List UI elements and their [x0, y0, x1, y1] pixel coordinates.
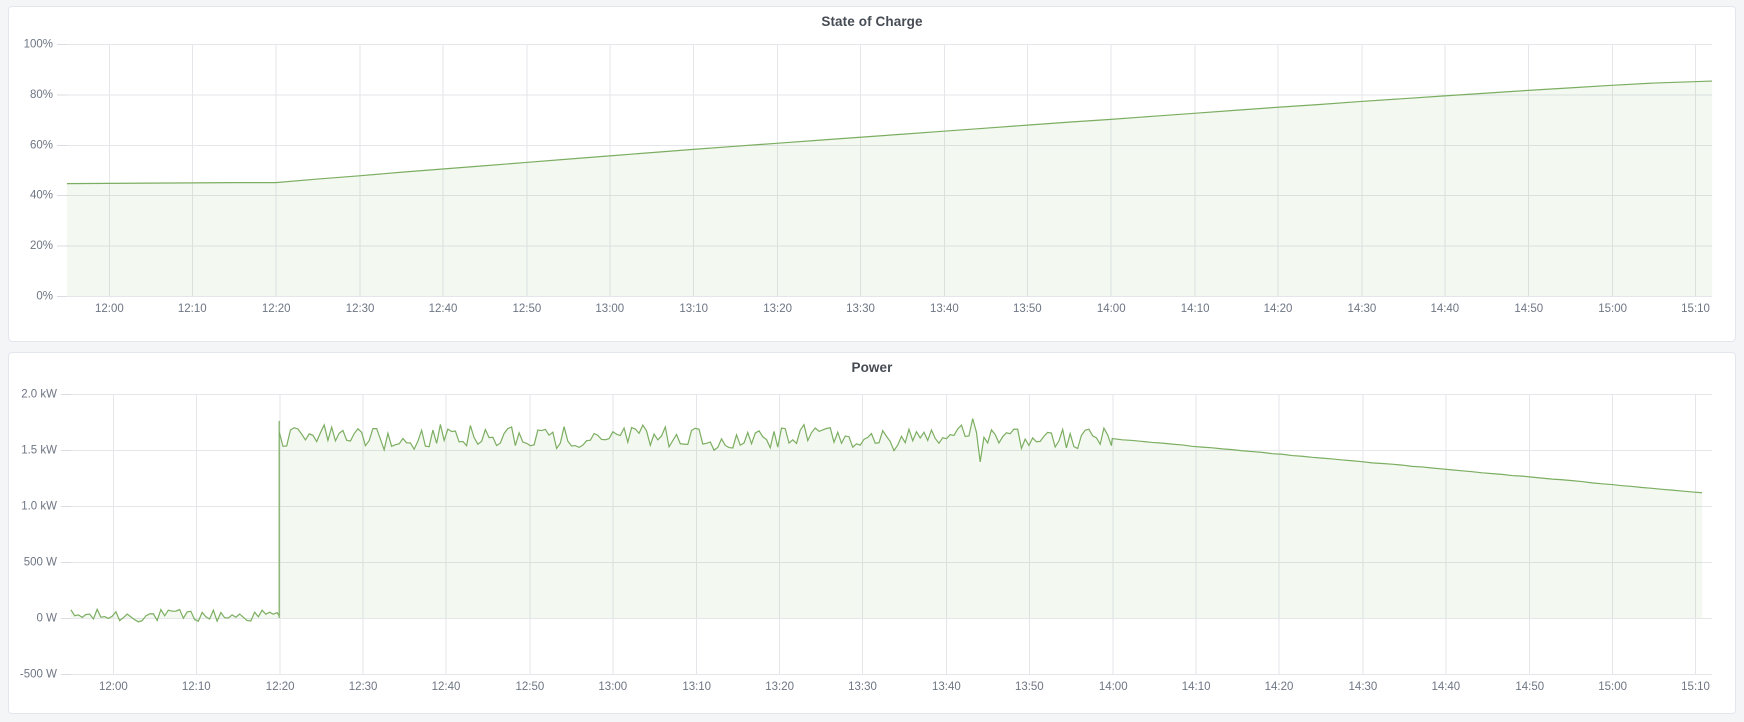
svg-text:20%: 20%: [30, 240, 53, 252]
svg-text:-500 W: -500 W: [20, 669, 57, 681]
svg-text:1.0 kW: 1.0 kW: [21, 501, 57, 513]
chart-power[interactable]: -500 W 0 W 500 W 1.0 kW 1.5 kW 2.0 kW 12:00 12:…: [9, 376, 1735, 706]
chart-state-of-charge[interactable]: 0% 20% 40% 60% 80% 100% 12:00 12:10 12:20 12:30 12…: [9, 30, 1735, 330]
svg-text:15:00: 15:00: [1598, 303, 1627, 315]
panel-state-of-charge: State of Charge 0% 20% 40% 60% 80% 100% 12:00 1…: [8, 6, 1736, 342]
svg-text:12:50: 12:50: [516, 681, 545, 693]
svg-text:12:00: 12:00: [99, 681, 128, 693]
svg-text:14:00: 14:00: [1097, 303, 1126, 315]
svg-text:12:20: 12:20: [266, 681, 295, 693]
svg-text:13:40: 13:40: [930, 303, 959, 315]
svg-text:13:10: 13:10: [682, 681, 711, 693]
panel-title-state-of-charge: State of Charge: [821, 14, 923, 29]
svg-text:13:00: 13:00: [595, 303, 624, 315]
svg-text:0 W: 0 W: [37, 613, 58, 625]
svg-text:13:20: 13:20: [763, 303, 792, 315]
svg-text:12:50: 12:50: [513, 303, 542, 315]
svg-text:13:10: 13:10: [679, 303, 708, 315]
svg-text:40%: 40%: [30, 190, 53, 202]
svg-text:12:30: 12:30: [346, 303, 375, 315]
svg-text:13:50: 13:50: [1015, 681, 1044, 693]
svg-text:13:00: 13:00: [598, 681, 627, 693]
svg-text:14:20: 14:20: [1264, 303, 1293, 315]
svg-text:15:10: 15:10: [1681, 303, 1710, 315]
svg-text:100%: 100%: [24, 39, 53, 51]
svg-text:0%: 0%: [36, 291, 53, 303]
svg-text:12:40: 12:40: [429, 303, 458, 315]
svg-text:80%: 80%: [30, 89, 53, 101]
svg-text:12:10: 12:10: [182, 681, 211, 693]
svg-text:14:50: 14:50: [1515, 681, 1544, 693]
svg-text:13:40: 13:40: [932, 681, 961, 693]
svg-text:14:10: 14:10: [1181, 303, 1210, 315]
svg-text:12:00: 12:00: [95, 303, 124, 315]
svg-text:500 W: 500 W: [24, 557, 57, 569]
svg-text:13:30: 13:30: [848, 681, 877, 693]
svg-text:15:00: 15:00: [1598, 681, 1627, 693]
svg-text:14:20: 14:20: [1265, 681, 1294, 693]
svg-text:14:30: 14:30: [1348, 303, 1377, 315]
panel-title-power: Power: [851, 360, 893, 375]
svg-text:14:40: 14:40: [1431, 681, 1460, 693]
svg-text:1.5 kW: 1.5 kW: [21, 445, 57, 457]
svg-text:14:30: 14:30: [1349, 681, 1378, 693]
svg-text:12:20: 12:20: [262, 303, 291, 315]
chart-svg-state-of-charge: 0% 20% 40% 60% 80% 100% 12:00 12:10 12:20 12:30 12…: [24, 39, 1713, 315]
svg-text:12:10: 12:10: [178, 303, 207, 315]
svg-text:14:00: 14:00: [1099, 681, 1128, 693]
svg-text:14:40: 14:40: [1430, 303, 1459, 315]
svg-text:14:50: 14:50: [1514, 303, 1543, 315]
panel-power: Power -500 W 0 W 500 W 1.0 kW 1.5 kW 2.0 kW 12…: [8, 352, 1736, 714]
svg-text:14:10: 14:10: [1182, 681, 1211, 693]
svg-text:2.0 kW: 2.0 kW: [21, 389, 57, 401]
svg-text:13:20: 13:20: [765, 681, 794, 693]
svg-text:13:30: 13:30: [846, 303, 875, 315]
svg-text:13:50: 13:50: [1013, 303, 1042, 315]
chart-svg-power: -500 W 0 W 500 W 1.0 kW 1.5 kW 2.0 kW 12:00 12:…: [20, 389, 1713, 693]
svg-text:12:40: 12:40: [432, 681, 461, 693]
svg-text:60%: 60%: [30, 139, 53, 151]
svg-text:12:30: 12:30: [349, 681, 378, 693]
svg-text:15:10: 15:10: [1681, 681, 1710, 693]
